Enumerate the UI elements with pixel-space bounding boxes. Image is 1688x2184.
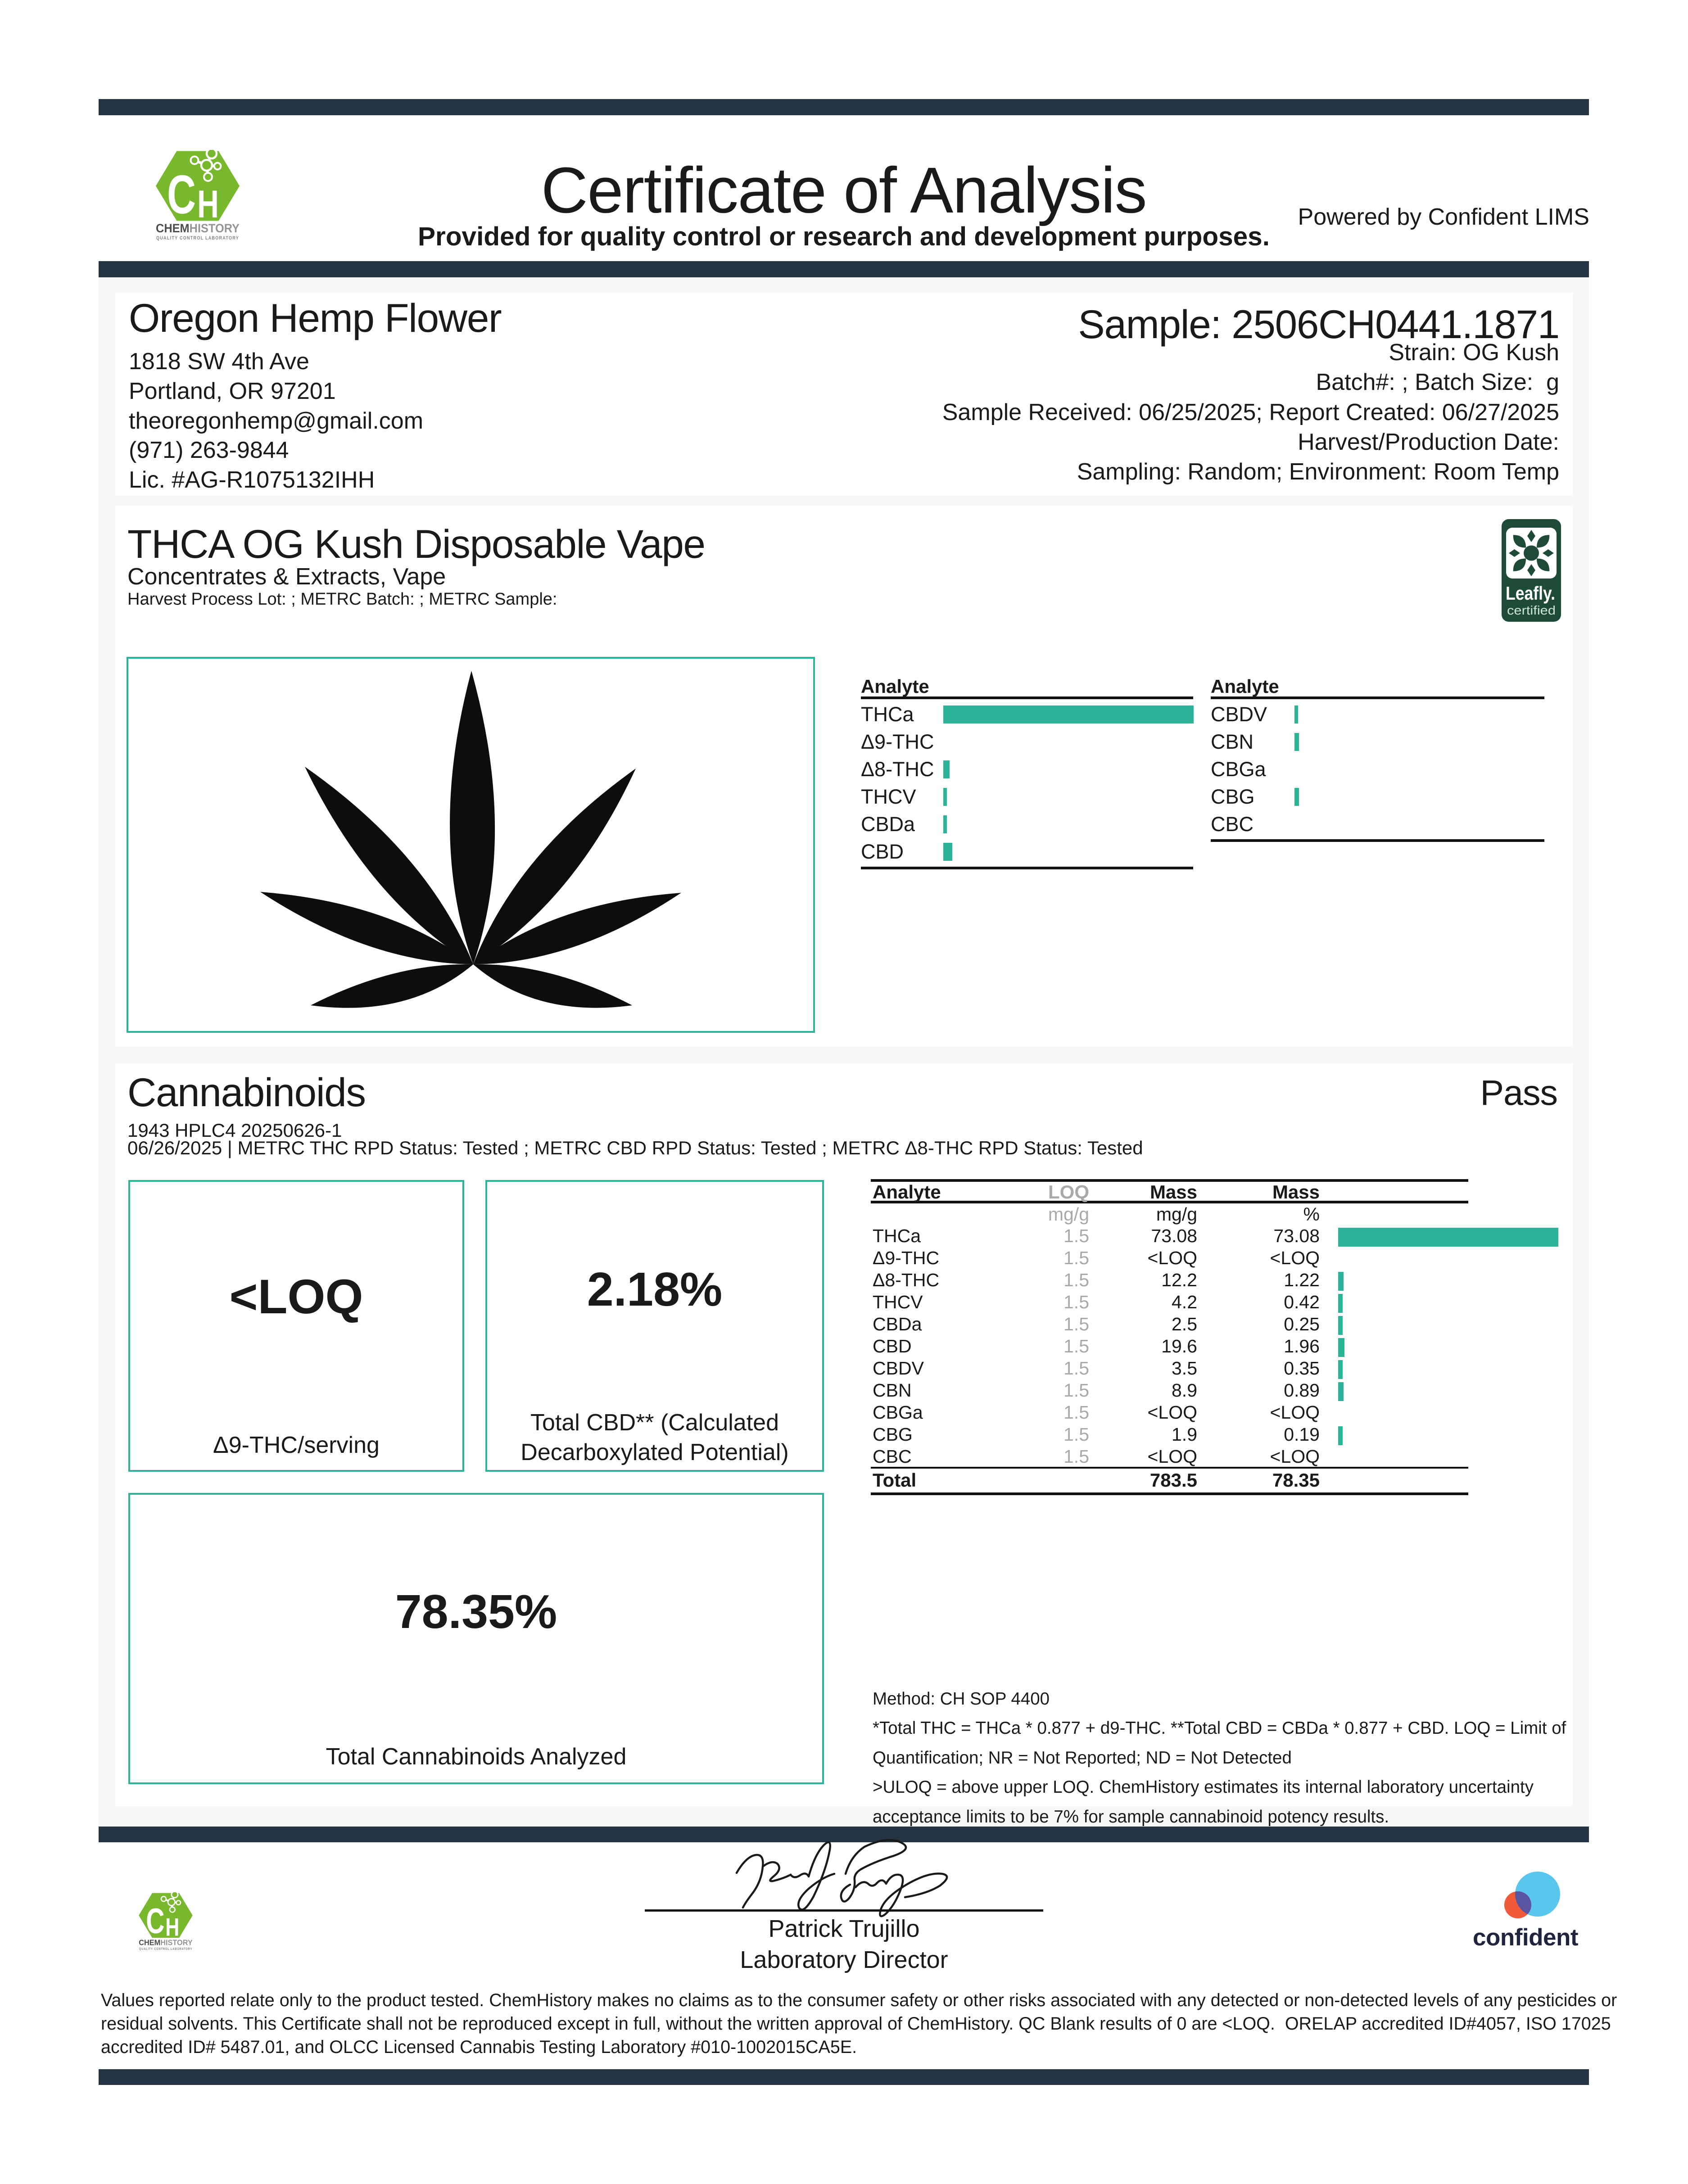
- svg-text:CHEMHISTORY: CHEMHISTORY: [139, 1938, 193, 1947]
- svg-text:certified: certified: [1507, 603, 1556, 617]
- svg-text:QUALITY CONTROL LABORATORY: QUALITY CONTROL LABORATORY: [139, 1948, 192, 1951]
- svg-text:H: H: [165, 1913, 179, 1941]
- svg-text:C: C: [167, 164, 196, 225]
- svg-text:QUALITY CONTROL LABORATORY: QUALITY CONTROL LABORATORY: [156, 235, 239, 241]
- svg-text:C: C: [146, 1901, 164, 1941]
- svg-text:CHEMHISTORY: CHEMHISTORY: [156, 222, 240, 235]
- svg-text:Leafly.: Leafly.: [1506, 583, 1555, 604]
- svg-text:H: H: [197, 183, 219, 226]
